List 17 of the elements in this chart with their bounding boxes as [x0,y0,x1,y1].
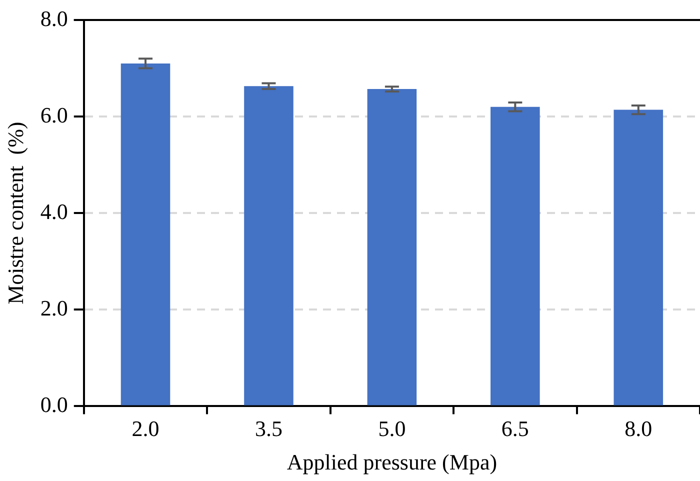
x-tick-label: 6.5 [501,416,529,442]
x-tick-label: 3.5 [254,416,282,442]
y-tick-label: 2.0 [40,295,68,320]
y-tick-label: 0.0 [40,392,68,417]
y-tick-label: 6.0 [40,102,68,128]
y-axis-title: Moistre content (%) [2,122,28,304]
bar [614,110,664,406]
bar [244,86,294,406]
bar [490,106,540,406]
x-tick-label: 5.0 [378,416,406,442]
y-tick-label: 8.0 [40,6,68,31]
x-axis-title: Applied pressure (Mpa) [286,450,498,475]
bar [367,89,417,406]
x-tick-label: 8.0 [624,416,652,442]
y-tick-label: 4.0 [40,198,68,224]
bar [120,63,170,406]
x-tick-label: 2.0 [132,416,160,442]
